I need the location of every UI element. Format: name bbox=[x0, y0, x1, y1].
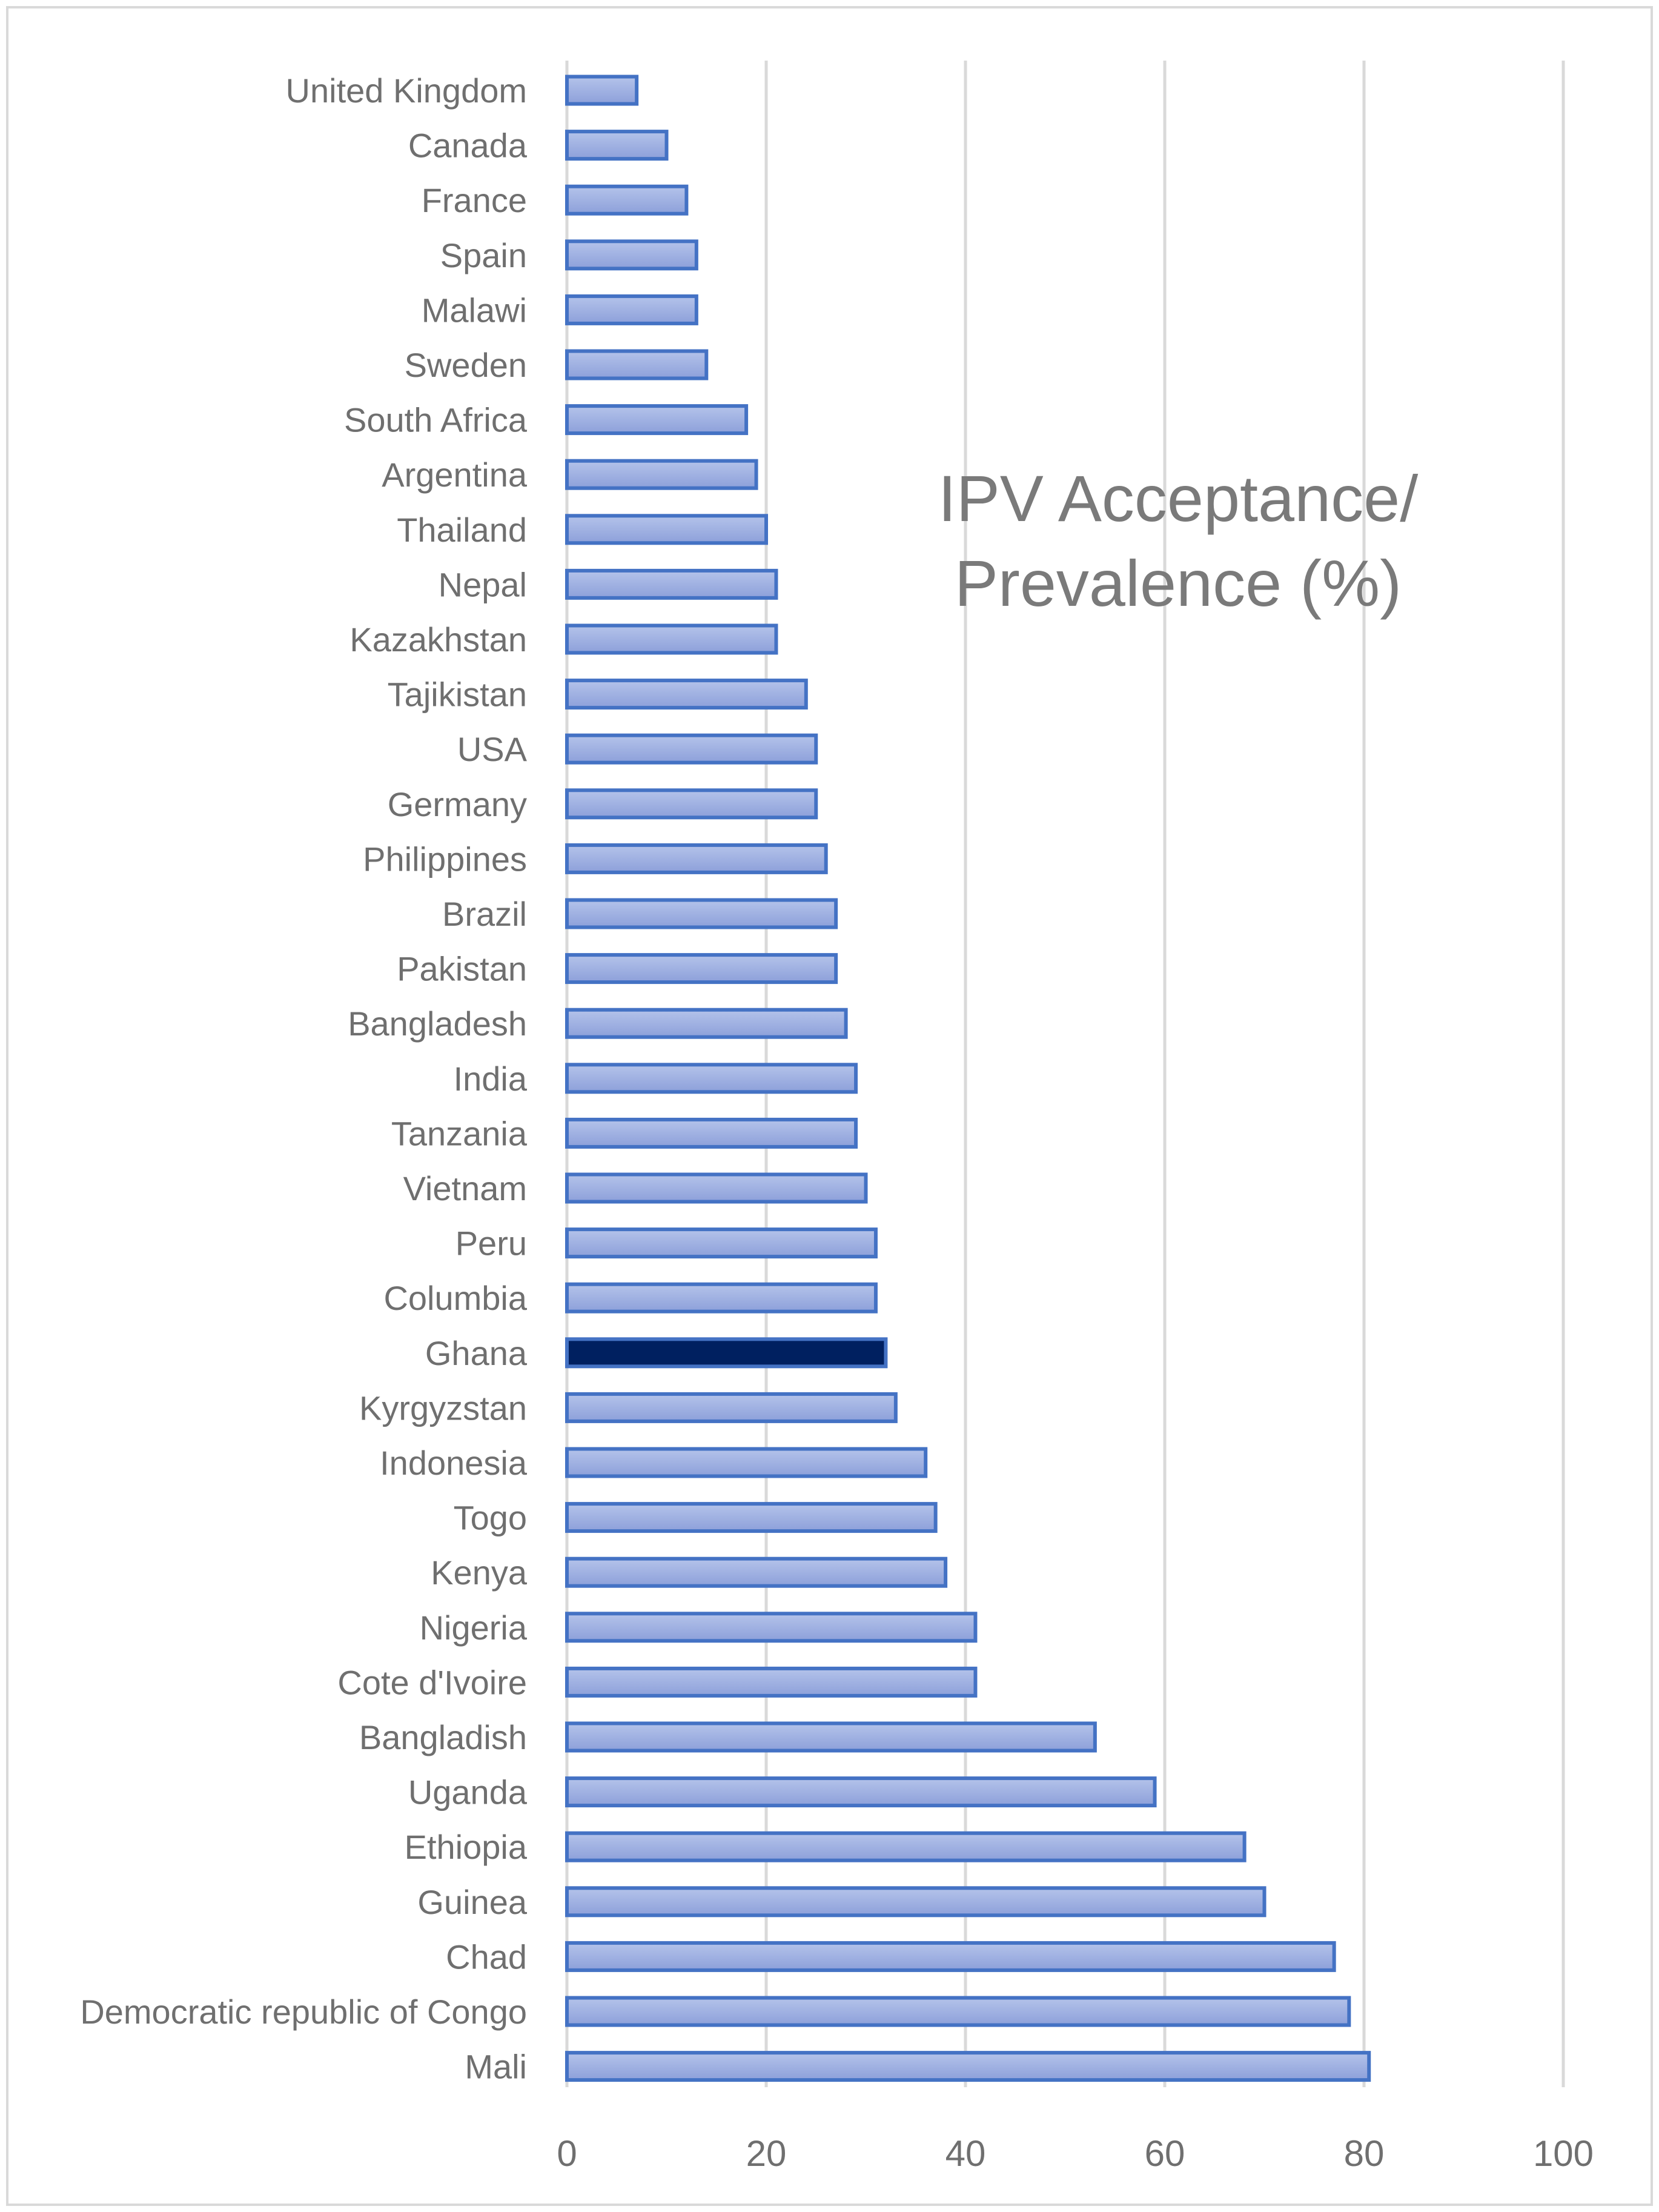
bar bbox=[565, 1172, 868, 1204]
bar bbox=[565, 1117, 858, 1149]
category-label: Thailand bbox=[397, 511, 527, 549]
bar bbox=[565, 1282, 878, 1314]
bar bbox=[565, 1612, 978, 1643]
category-label: Chad bbox=[446, 1938, 527, 1976]
bar bbox=[565, 1776, 1157, 1808]
bar bbox=[565, 459, 758, 490]
category-label: Nigeria bbox=[420, 1609, 528, 1647]
category-label: United Kingdom bbox=[286, 71, 527, 110]
bar bbox=[565, 2051, 1371, 2082]
x-tick-label: 0 bbox=[557, 2133, 577, 2174]
bar bbox=[565, 349, 709, 380]
bar bbox=[565, 1392, 898, 1423]
category-label: Kazakhstan bbox=[349, 620, 527, 659]
category-label: Sweden bbox=[405, 346, 527, 384]
bar bbox=[565, 130, 669, 161]
chart-title-line-1: IPV Acceptance/ bbox=[938, 462, 1419, 535]
category-label: Mali bbox=[465, 2048, 527, 2086]
bar bbox=[565, 1502, 938, 1533]
chart-title-line-2: Prevalence (%) bbox=[955, 546, 1402, 620]
x-tick-label: 20 bbox=[746, 2133, 787, 2174]
bar bbox=[565, 1941, 1336, 1972]
category-label: Tanzania bbox=[391, 1114, 528, 1152]
x-tick-label: 60 bbox=[1145, 2133, 1185, 2174]
bar bbox=[565, 1556, 948, 1588]
bar bbox=[565, 1447, 928, 1478]
bar bbox=[565, 294, 698, 325]
category-label: Peru bbox=[455, 1224, 527, 1263]
category-label: Argentina bbox=[382, 456, 528, 494]
category-label: France bbox=[422, 181, 527, 219]
category-label: Bangladesh bbox=[348, 1005, 527, 1043]
category-label: Germany bbox=[388, 785, 527, 823]
category-label: Togo bbox=[454, 1499, 527, 1537]
bar bbox=[565, 623, 778, 655]
bar bbox=[565, 75, 639, 106]
bar bbox=[565, 788, 818, 820]
bar bbox=[565, 679, 808, 710]
bar bbox=[565, 1227, 878, 1259]
bar bbox=[565, 1063, 858, 1094]
category-label: Vietnam bbox=[403, 1169, 527, 1207]
bar bbox=[565, 898, 838, 929]
bar bbox=[565, 184, 689, 216]
bar bbox=[565, 404, 749, 436]
category-label: Spain bbox=[440, 236, 527, 274]
bar bbox=[565, 1008, 848, 1039]
category-label: Kyrgyzstan bbox=[359, 1389, 527, 1427]
bar bbox=[565, 1831, 1247, 1862]
category-labels: United Kingdom Canada France Spain Malawi Swe… bbox=[80, 71, 528, 2086]
bar bbox=[565, 1996, 1351, 2027]
x-tick-label: 40 bbox=[945, 2133, 986, 2174]
category-label: Indonesia bbox=[380, 1444, 528, 1482]
bar-highlighted bbox=[565, 1337, 888, 1369]
bar bbox=[565, 733, 818, 765]
category-label: Nepal bbox=[439, 565, 527, 603]
category-label: Columbia bbox=[383, 1279, 527, 1317]
chart-title: IPV Acceptance/ Prevalence (%) bbox=[938, 462, 1419, 620]
x-tick-label: 100 bbox=[1533, 2133, 1594, 2174]
category-label: Brazil bbox=[442, 895, 527, 933]
category-label: Cote d'Ivoire bbox=[337, 1663, 527, 1701]
category-label: Canada bbox=[408, 127, 528, 165]
bars bbox=[565, 75, 1371, 2082]
category-label: Philippines bbox=[363, 840, 527, 878]
category-label: Kenya bbox=[431, 1553, 528, 1592]
category-label: Pakistan bbox=[397, 950, 527, 988]
category-label: Ethiopia bbox=[405, 1828, 528, 1866]
category-label: India bbox=[454, 1060, 528, 1098]
category-label: Bangladish bbox=[359, 1718, 527, 1756]
category-label: USA bbox=[457, 730, 528, 768]
bar bbox=[565, 1886, 1267, 1918]
category-label: South Africa bbox=[344, 401, 528, 439]
bar bbox=[565, 568, 778, 600]
category-label: Ghana bbox=[425, 1334, 528, 1372]
category-label: Tajikistan bbox=[388, 676, 527, 714]
bar bbox=[565, 843, 828, 874]
category-label: Democratic republic of Congo bbox=[80, 1993, 527, 2031]
x-axis-tick-labels: 0 20 40 60 80 100 bbox=[557, 2133, 1594, 2174]
category-label: Uganda bbox=[408, 1773, 528, 1812]
bar bbox=[565, 1721, 1097, 1753]
bar bbox=[565, 1666, 978, 1698]
category-label: Malawi bbox=[422, 291, 527, 329]
bar bbox=[565, 239, 698, 271]
x-tick-label: 80 bbox=[1344, 2133, 1385, 2174]
bar bbox=[565, 953, 838, 985]
bar bbox=[565, 514, 768, 545]
category-label: Guinea bbox=[417, 1883, 527, 1921]
